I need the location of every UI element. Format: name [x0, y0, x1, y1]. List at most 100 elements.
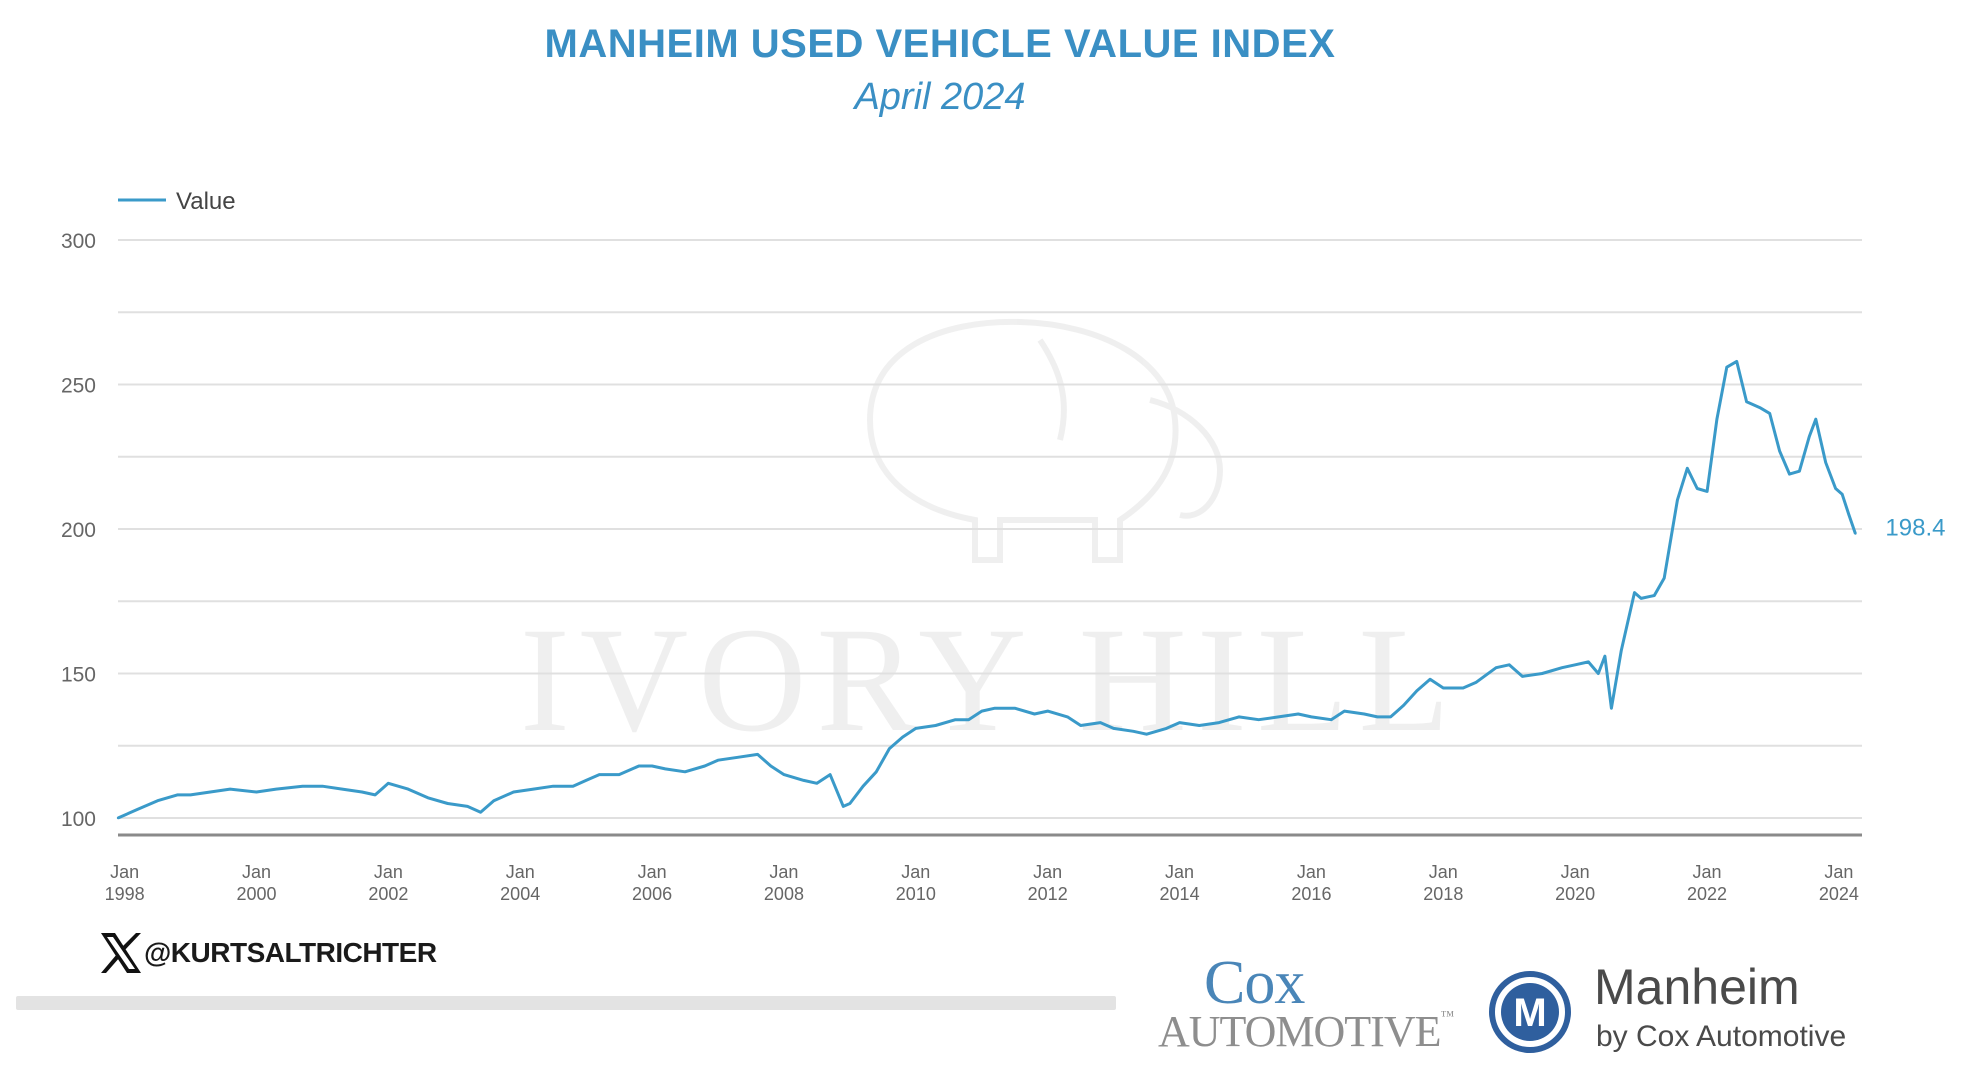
data-point: [1402, 704, 1405, 707]
data-point: [1788, 472, 1791, 476]
data-point: [1508, 663, 1511, 666]
data-point: [552, 785, 555, 788]
data-point: [1808, 435, 1811, 438]
x-tick-year: 2012: [1028, 884, 1068, 904]
data-point: [1597, 672, 1600, 675]
data-point: [703, 764, 706, 768]
data-point: [1841, 493, 1844, 496]
data-point: [228, 787, 232, 791]
data-point: [255, 790, 258, 794]
x-tick-year: 2008: [764, 884, 804, 904]
data-point: [888, 747, 891, 750]
legend: Value: [118, 188, 236, 215]
data-point: [802, 779, 805, 782]
data-point: [426, 796, 430, 799]
y-tick-label: 100: [61, 808, 96, 831]
data-point: [1639, 597, 1643, 600]
cox-logo-word: Cox: [1204, 949, 1305, 1017]
data-point: [716, 759, 720, 762]
data-point: [1603, 655, 1607, 658]
data-point: [189, 793, 192, 797]
series-line-value: [117, 359, 1857, 820]
horizontal-scrollbar[interactable]: [16, 996, 1116, 1010]
data-point: [1112, 727, 1115, 730]
cox-logo-automotive: AUTOMOTIVE™: [1158, 1007, 1455, 1056]
social-handle: @KURTSALTRICHTER: [98, 930, 437, 976]
data-point: [617, 773, 621, 776]
data-point: [1132, 730, 1135, 733]
x-tick-year: 2018: [1423, 884, 1463, 904]
x-axis: Jan1998Jan2000Jan2002Jan2004Jan2006Jan20…: [105, 862, 1859, 904]
data-point: [1778, 449, 1781, 453]
data-point: [848, 802, 852, 805]
data-point: [993, 707, 997, 710]
data-point: [1343, 709, 1346, 713]
data-point: [1415, 689, 1419, 692]
watermark: IVORY HILL: [520, 318, 1450, 763]
data-point: [756, 753, 759, 756]
y-tick-label: 150: [61, 664, 96, 687]
data-point: [598, 773, 601, 776]
data-point: [275, 787, 278, 791]
data-point: [842, 805, 845, 808]
x-tick-year: 2002: [368, 884, 408, 904]
manheim-badge-letter: M: [1513, 991, 1546, 1035]
data-point: [1237, 715, 1241, 719]
data-point: [1705, 490, 1709, 493]
data-point: [1610, 707, 1613, 710]
data-point: [1854, 532, 1857, 535]
data-point: [815, 782, 819, 785]
data-point: [584, 779, 588, 782]
data-point: [1521, 675, 1524, 678]
data-point: [1824, 461, 1827, 464]
data-point: [980, 709, 983, 713]
data-point: [116, 816, 120, 820]
data-point: [1663, 576, 1666, 580]
x-tick-year: 2010: [896, 884, 936, 904]
data-point: [1745, 400, 1748, 403]
data-point: [1461, 686, 1465, 690]
data-point: [1079, 724, 1082, 727]
x-tick-year: 2000: [236, 884, 276, 904]
x-tick-year: 1998: [105, 884, 145, 904]
x-tick-month: Jan: [769, 862, 798, 882]
chart-subtitle: April 2024: [854, 76, 1026, 118]
x-tick-month: Jan: [1297, 862, 1326, 882]
data-point: [954, 718, 957, 721]
data-point: [1046, 709, 1049, 713]
data-point: [1165, 727, 1168, 730]
series-points: [116, 360, 1857, 820]
data-point: [1735, 360, 1738, 363]
data-point: [934, 724, 937, 727]
legend-label: Value: [176, 188, 236, 215]
cox-logo-automotive-word: AUTOMOTIVE: [1158, 1007, 1441, 1056]
data-point: [1198, 724, 1201, 727]
data-point: [875, 770, 878, 773]
data-point: [512, 790, 515, 794]
x-tick-year: 2020: [1555, 884, 1595, 904]
y-tick-label: 300: [61, 230, 96, 253]
data-point: [446, 802, 449, 805]
data-point: [406, 787, 410, 791]
data-point: [1428, 678, 1432, 681]
data-point: [1013, 707, 1016, 710]
data-point: [901, 735, 904, 739]
data-point: [360, 790, 364, 794]
end-value-label: 198.4: [1885, 515, 1945, 542]
data-point: [1033, 712, 1036, 716]
manheim-logo-word: Manheim: [1594, 959, 1800, 1015]
x-tick-year: 2016: [1291, 884, 1331, 904]
data-point: [1178, 721, 1181, 724]
data-point: [861, 785, 865, 788]
data-point: [914, 727, 917, 730]
x-tick-year: 2022: [1687, 884, 1727, 904]
data-point: [156, 799, 159, 802]
data-point: [683, 770, 687, 773]
data-point: [1686, 467, 1689, 470]
cox-automotive-logo: Cox AUTOMOTIVE™: [1158, 952, 1458, 1062]
x-tick-year: 2024: [1819, 884, 1859, 904]
data-point: [1798, 470, 1801, 473]
handle-text: @KURTSALTRICHTER: [144, 937, 437, 968]
cox-logo-trademark: ™: [1440, 1009, 1455, 1024]
